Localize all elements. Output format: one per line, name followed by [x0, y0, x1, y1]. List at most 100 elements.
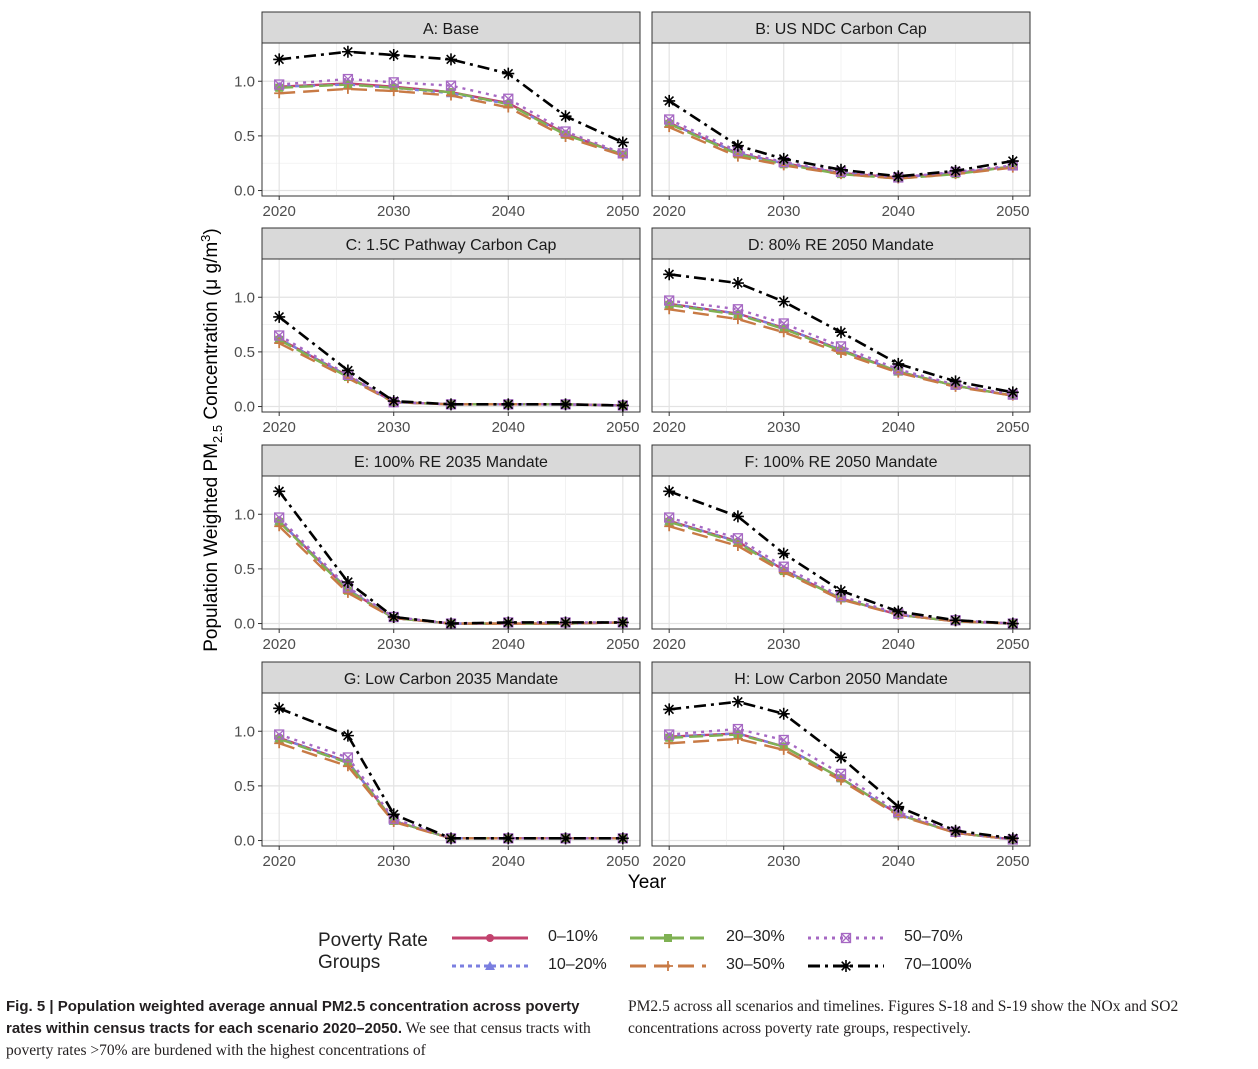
x-tick-label: 2050 — [606, 636, 639, 653]
data-point — [778, 744, 789, 755]
data-point — [777, 295, 790, 308]
facet-title: F: 100% RE 2050 Mandate — [744, 454, 937, 471]
facet-title: A: Base — [423, 21, 479, 38]
data-point — [445, 617, 457, 630]
data-point — [892, 170, 905, 183]
data-point — [616, 832, 629, 845]
facet-panel-2: B: US NDC Carbon Cap 2020 2030 2040 2050 — [651, 11, 1031, 220]
data-point — [274, 521, 285, 532]
facet-panel-8: H: Low Carbon 2050 Mandate 2020 2030 2040 20… — [651, 661, 1031, 870]
legend-marker — [664, 934, 672, 942]
data-point — [664, 304, 675, 315]
series-5-line — [274, 73, 628, 159]
data-point — [274, 512, 285, 523]
legend-marker — [663, 961, 673, 971]
data-point — [949, 614, 962, 627]
data-point — [892, 357, 905, 370]
x-tick-label: 2020 — [262, 203, 295, 220]
x-tick-label: 2050 — [996, 419, 1029, 436]
data-point — [777, 707, 790, 720]
data-point — [342, 83, 353, 94]
data-point — [892, 800, 905, 813]
y-tick-label: 0.5 — [234, 344, 255, 361]
legend-label: 70–100% — [904, 956, 972, 973]
data-point — [731, 695, 744, 708]
x-tick-label: 2020 — [652, 419, 685, 436]
caption-bold-text: Population weighted average annual PM2.5… — [6, 998, 580, 1037]
legend-marker — [840, 960, 852, 972]
data-point — [560, 131, 571, 142]
facet-panel-4: D: 80% RE 2050 Mandate 2020 2030 2040 2050 — [651, 227, 1031, 436]
data-point — [387, 49, 400, 62]
x-tick-label: 2030 — [767, 636, 800, 653]
y-axis-label-subscript: 2.5 — [210, 425, 225, 443]
data-point — [835, 751, 847, 764]
series-6-line — [663, 268, 1019, 399]
data-point — [732, 151, 743, 162]
data-point — [892, 605, 905, 618]
data-point — [273, 53, 286, 66]
legend-key — [808, 932, 884, 944]
panel-border — [261, 692, 641, 847]
data-point — [664, 729, 675, 740]
data-point — [664, 512, 675, 523]
x-tick-label: 2030 — [767, 419, 800, 436]
y-tick-label: 0.5 — [234, 128, 255, 145]
y-axis-label: Population Weighted PM2.5 Concentration … — [198, 228, 225, 652]
legend-title: Poverty Rate Groups — [318, 930, 428, 974]
data-point — [664, 521, 675, 532]
x-tick-label: 2050 — [606, 853, 639, 870]
x-tick-label: 2020 — [262, 636, 295, 653]
series-6-line — [663, 695, 1019, 845]
data-point — [560, 126, 571, 137]
data-point — [732, 533, 744, 544]
data-point — [445, 80, 457, 91]
data-point — [731, 139, 744, 152]
legend-key — [630, 961, 706, 971]
facet-strip — [261, 227, 641, 260]
series-6-line — [273, 702, 629, 845]
x-tick-label: 2040 — [492, 419, 525, 436]
data-point — [559, 398, 572, 411]
x-tick-label: 2040 — [492, 853, 525, 870]
x-tick-label: 2030 — [377, 203, 410, 220]
data-point — [663, 485, 676, 498]
data-point — [387, 610, 400, 623]
facet-panels: A: Base 2020 2030 2040 2050 0.0 0.5 1.0 B: US ND… — [234, 11, 1031, 870]
legend-title-line1: Poverty Rate — [318, 930, 428, 951]
data-point — [388, 86, 399, 97]
legend-label: 30–50% — [726, 956, 785, 973]
legend: Poverty Rate Groups 0–10% 10–20% 20–30% 30–… — [318, 926, 1018, 982]
data-point — [1006, 617, 1019, 630]
data-point — [835, 768, 847, 780]
data-point — [1006, 386, 1019, 399]
series-6-line — [663, 94, 1019, 183]
facet-strip — [261, 11, 641, 44]
x-tick-label: 2050 — [996, 636, 1029, 653]
data-point — [341, 729, 354, 742]
data-point — [835, 326, 847, 339]
facet-strip — [651, 444, 1031, 477]
data-point — [616, 136, 629, 149]
data-point — [664, 738, 675, 749]
legend-key — [452, 934, 528, 942]
data-point — [503, 93, 514, 104]
y-axis-label-superscript: 3 — [198, 235, 213, 242]
panel-border — [261, 258, 641, 413]
figure-caption-left: Fig. 5 | Population weighted average ann… — [6, 996, 606, 1062]
data-point — [663, 94, 676, 107]
panel-border — [651, 692, 1031, 847]
caption-right-text: PM2.5 across all scenarios and timelines… — [628, 998, 1179, 1037]
data-point — [665, 733, 674, 742]
x-tick-label: 2040 — [882, 853, 915, 870]
data-point — [559, 616, 572, 629]
grid-lines — [652, 476, 1030, 629]
data-point — [732, 314, 743, 325]
y-axis-label-unit: Concentration (μ g/m — [201, 242, 222, 425]
x-tick-label: 2040 — [882, 636, 915, 653]
caption-fig-label: Fig. 5 | — [6, 998, 58, 1015]
data-point — [778, 561, 789, 572]
data-point — [663, 703, 676, 716]
data-point — [835, 584, 847, 597]
series-6-line — [273, 310, 629, 412]
